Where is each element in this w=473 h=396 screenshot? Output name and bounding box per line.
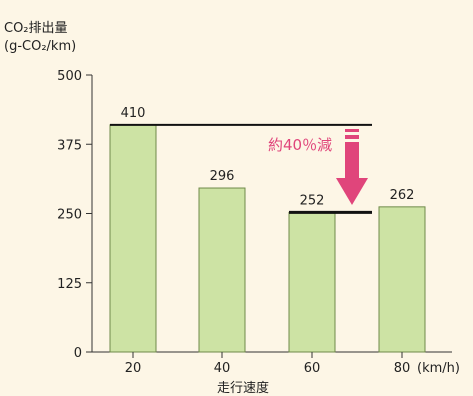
bar [198,187,246,353]
x-tick-label: 20 [125,361,142,376]
y-tick-label: 500 [57,69,82,84]
arrow-head [336,178,368,205]
x-axis-title: 走行速度 [217,380,269,396]
bar [288,211,336,353]
x-tick-label: 80 [394,361,411,376]
data-label: 296 [210,169,235,184]
y-tick-label: 375 [57,138,82,153]
data-label: 410 [121,106,146,121]
bar [378,206,426,353]
x-tick-label: 60 [304,361,321,376]
bar [109,124,157,353]
y-tick-label: 250 [57,208,82,223]
x-axis-unit: (km/h) [417,361,460,376]
bars: 410 20 296 40 252 60 262 80 [109,106,426,376]
x-tick-label: 40 [214,361,231,376]
y-axis-title-line1: CO₂排出量 [4,21,68,36]
data-label: 262 [390,188,415,203]
reduction-annotation: 約40％減 [268,136,332,154]
y-tick-label: 0 [74,346,82,361]
y-tick-label: 125 [57,277,82,292]
reference-lines [110,123,372,214]
arrow-stripe [345,129,359,132]
data-label: 252 [300,193,325,208]
decrease-arrow-icon [336,129,368,205]
arrow-shaft [345,142,359,178]
y-axis-title-line2: (g-CO₂/km) [4,39,76,54]
arrow-stripe [345,135,359,139]
